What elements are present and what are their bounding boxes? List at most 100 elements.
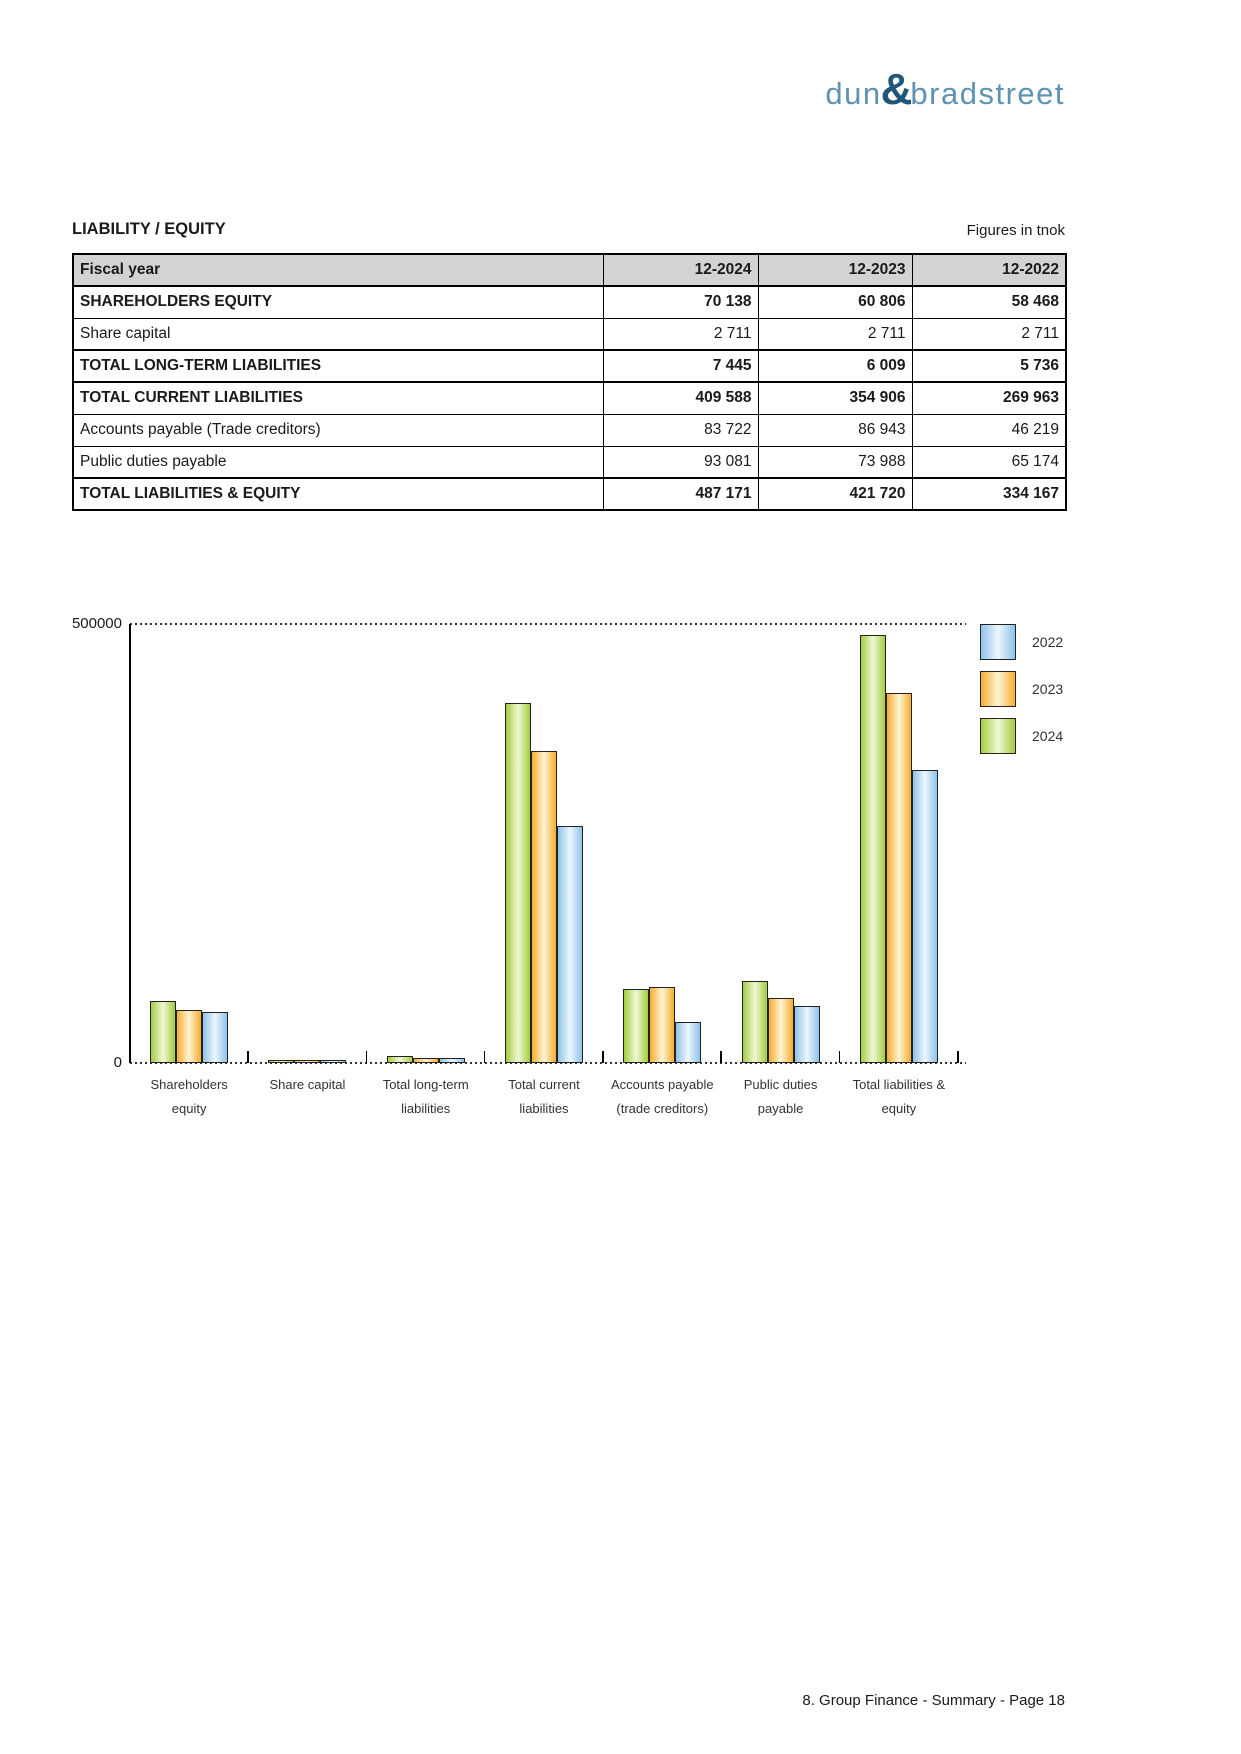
cell-value: 86 943 — [757, 413, 913, 447]
bar-2023-group2 — [294, 1060, 321, 1063]
row-label: TOTAL LIABILITIES & EQUITY — [72, 477, 604, 511]
legend-swatch-2022 — [980, 624, 1016, 660]
category-label-line: Total liabilities & — [852, 1077, 946, 1092]
bar-2023-group6 — [767, 998, 794, 1063]
bar-2022-group5 — [675, 1022, 702, 1063]
bar-2022-group4 — [557, 826, 583, 1063]
x-axis-tick — [957, 1051, 959, 1063]
table-row: TOTAL LIABILITIES & EQUITY 487 171 421 7… — [72, 477, 1067, 511]
cell-value: 487 171 — [602, 477, 759, 511]
category-label-line: Public duties — [743, 1077, 818, 1092]
col-header-fiscal-year: Fiscal year — [72, 253, 604, 287]
bar-2023-group3 — [412, 1058, 439, 1063]
col-header-12-2022: 12-2022 — [911, 253, 1067, 287]
cell-value: 421 720 — [757, 477, 913, 511]
row-label: SHAREHOLDERS EQUITY — [72, 285, 604, 319]
cell-value: 7 445 — [602, 349, 759, 383]
cell-value: 334 167 — [911, 477, 1067, 511]
legend-label-2024: 2024 — [1032, 728, 1064, 744]
logo-word-bradstreet: bradstreet — [910, 75, 1065, 111]
category-label-line: Shareholders — [150, 1077, 228, 1092]
category-label-line: Total long-term — [382, 1077, 469, 1092]
bar-2022-group3 — [438, 1058, 465, 1063]
cell-value: 58 468 — [911, 285, 1067, 319]
cell-value: 60 806 — [757, 285, 913, 319]
x-axis-tick — [602, 1051, 604, 1063]
cell-value: 65 174 — [911, 445, 1067, 479]
table-row: Public duties payable 93 081 73 988 65 1… — [72, 445, 1067, 479]
category-label-line: Share capital — [269, 1077, 346, 1092]
bar-2022-group6 — [793, 1006, 820, 1063]
table-row: Share capital 2 711 2 711 2 711 — [72, 317, 1067, 351]
dun-and-bradstreet-logo: dun & bradstreet — [825, 68, 1065, 112]
x-axis-tick — [483, 1051, 486, 1063]
cell-value: 5 736 — [911, 349, 1067, 383]
cell-value: 354 906 — [757, 381, 913, 415]
row-label: TOTAL LONG-TERM LIABILITIES — [72, 349, 604, 383]
row-label: Public duties payable — [72, 445, 604, 479]
x-axis-tick — [720, 1051, 722, 1063]
bar-2022-group2 — [320, 1060, 347, 1063]
liability-equity-table: Fiscal year 12-2024 12-2023 12-2022 SHAR… — [72, 253, 1067, 511]
category-label-group3: Total long-term liabilities — [361, 1073, 491, 1121]
legend-swatch-2024 — [980, 718, 1016, 754]
category-label-group5: Accounts payable (trade creditors) — [597, 1073, 727, 1121]
col-header-12-2024: 12-2024 — [602, 253, 759, 287]
cell-value: 269 963 — [911, 381, 1067, 415]
legend-label-2023: 2023 — [1032, 681, 1064, 697]
bar-2024-group5 — [623, 989, 650, 1063]
legend-swatch-2023 — [980, 671, 1016, 707]
category-label-group6: Public duties payable — [716, 1073, 846, 1121]
bar-2023-group7 — [885, 693, 912, 1063]
category-label-line: liabilities — [401, 1101, 451, 1116]
cell-value: 6 009 — [757, 349, 913, 383]
bar-2022-group1 — [202, 1012, 229, 1063]
x-axis-tick — [247, 1051, 249, 1063]
category-label-line: Total current — [508, 1077, 580, 1092]
table-row: TOTAL LONG-TERM LIABILITIES 7 445 6 009 … — [72, 349, 1067, 383]
bar-2023-group1 — [176, 1010, 203, 1063]
row-label: TOTAL CURRENT LIABILITIES — [72, 381, 604, 415]
logo-ampersand-icon: & — [880, 65, 913, 114]
legend-label-2022: 2022 — [1032, 634, 1064, 650]
row-label: Share capital — [72, 317, 604, 351]
table-row: SHAREHOLDERS EQUITY 70 138 60 806 58 468 — [72, 285, 1067, 319]
y-axis-label-zero: 0 — [113, 1054, 122, 1071]
section-title: LIABILITY / EQUITY — [72, 220, 226, 238]
bar-2024-group4 — [505, 703, 531, 1063]
category-label-line: liabilities — [519, 1101, 569, 1116]
bar-2024-group7 — [859, 635, 886, 1063]
bar-2023-group5 — [649, 987, 676, 1063]
category-label-line: equity — [171, 1101, 207, 1116]
bar-2022-group7 — [911, 770, 938, 1063]
category-label-group4: Total current liabilities — [479, 1073, 609, 1121]
cell-value: 2 711 — [757, 317, 913, 351]
category-label-line: equity — [881, 1101, 917, 1116]
figures-unit-note: Figures in tnok — [966, 222, 1065, 239]
bar-2023-group4 — [531, 751, 557, 1063]
bar-2024-group3 — [386, 1056, 413, 1063]
cell-value: 70 138 — [602, 285, 759, 319]
y-axis-line — [129, 624, 131, 1063]
bar-2024-group2 — [268, 1060, 295, 1063]
gridline-top — [130, 623, 966, 625]
category-label-group1: Shareholders equity — [124, 1073, 254, 1121]
cell-value: 2 711 — [602, 317, 759, 351]
page-footer: 8. Group Finance - Summary - Page 18 — [802, 1692, 1065, 1709]
row-label: Accounts payable (Trade creditors) — [72, 413, 604, 447]
cell-value: 46 219 — [911, 413, 1067, 447]
cell-value: 2 711 — [911, 317, 1067, 351]
x-axis-tick — [365, 1051, 368, 1063]
category-label-line: (trade creditors) — [616, 1101, 709, 1116]
cell-value: 93 081 — [602, 445, 759, 479]
bar-2024-group1 — [150, 1001, 177, 1063]
logo-word-dun: dun — [825, 75, 882, 111]
x-axis-tick — [838, 1051, 841, 1063]
table-header-row: Fiscal year 12-2024 12-2023 12-2022 — [72, 253, 1067, 287]
cell-value: 83 722 — [602, 413, 759, 447]
gridline-baseline — [130, 1062, 966, 1064]
category-label-group7: Total liabilities & equity — [834, 1073, 964, 1121]
table-row: Accounts payable (Trade creditors) 83 72… — [72, 413, 1067, 447]
y-axis-label-max: 500000 — [71, 615, 122, 632]
